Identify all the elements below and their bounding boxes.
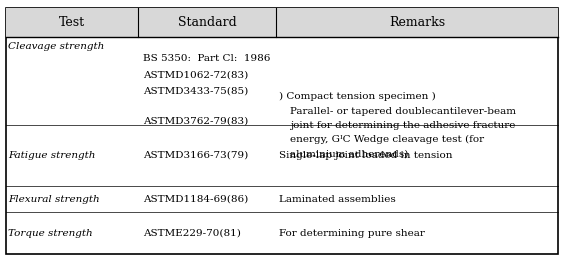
- Text: ASTMD1184-69(86): ASTMD1184-69(86): [143, 195, 248, 204]
- FancyBboxPatch shape: [6, 8, 558, 37]
- Text: Fatigue strength: Fatigue strength: [8, 151, 96, 160]
- Text: Flexural strength: Flexural strength: [8, 195, 100, 204]
- Text: aluminium adherends): aluminium adherends): [290, 149, 409, 158]
- Text: Parallel- or tapered doublecantilever-beam: Parallel- or tapered doublecantilever-be…: [290, 107, 517, 116]
- Text: Single-lap joint loaded in tension: Single-lap joint loaded in tension: [279, 151, 453, 160]
- Text: ASTMD3166-73(79): ASTMD3166-73(79): [143, 151, 248, 160]
- Text: Remarks: Remarks: [389, 16, 446, 29]
- Text: joint for determining the adhesive fracture: joint for determining the adhesive fract…: [290, 121, 516, 130]
- Text: For determining pure shear: For determining pure shear: [279, 229, 425, 238]
- Text: Torque strength: Torque strength: [8, 229, 93, 238]
- Text: Test: Test: [59, 16, 85, 29]
- Text: ASTMD3433-75(85): ASTMD3433-75(85): [143, 86, 248, 95]
- FancyBboxPatch shape: [6, 8, 558, 254]
- Text: Cleavage strength: Cleavage strength: [8, 42, 105, 51]
- Text: energy, GᴵC Wedge cleavage test (for: energy, GᴵC Wedge cleavage test (for: [290, 135, 484, 144]
- Text: ) Compact tension specimen ): ) Compact tension specimen ): [279, 91, 436, 101]
- Text: Standard: Standard: [178, 16, 237, 29]
- Text: ASTMD3762-79(83): ASTMD3762-79(83): [143, 117, 248, 126]
- Text: Laminated assemblies: Laminated assemblies: [279, 195, 396, 204]
- Text: ASTME229-70(81): ASTME229-70(81): [143, 229, 241, 238]
- Text: BS 5350:  Part Cl:  1986: BS 5350: Part Cl: 1986: [143, 54, 270, 63]
- Text: ASTMD1062-72(83): ASTMD1062-72(83): [143, 70, 248, 79]
